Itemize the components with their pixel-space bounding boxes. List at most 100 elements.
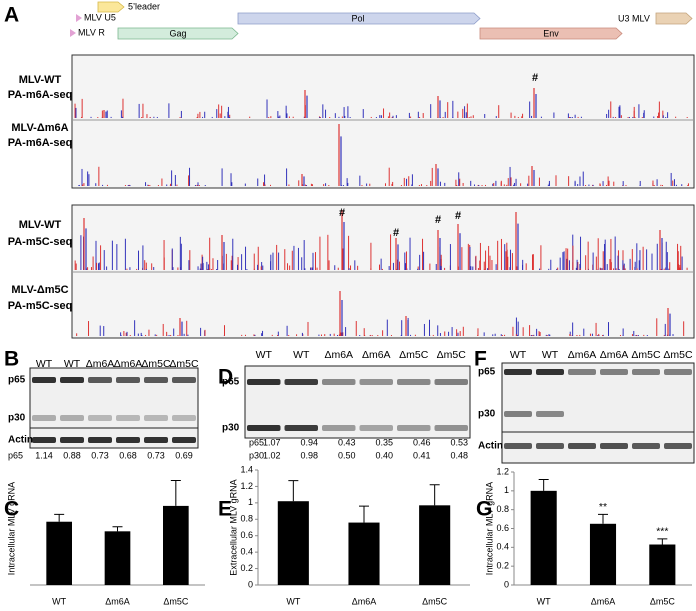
feature-label: Env xyxy=(543,28,559,38)
band xyxy=(60,377,84,383)
band xyxy=(359,425,393,431)
band xyxy=(397,425,431,431)
x-tick-label: Δm5C xyxy=(650,596,676,606)
quant-value: 0.50 xyxy=(338,450,356,460)
track-sample: MLV-Δm6A xyxy=(11,122,68,134)
x-tick-label: Δm6A xyxy=(105,596,130,606)
band xyxy=(144,437,168,443)
error-bar xyxy=(598,513,608,524)
quant-value: 0.94 xyxy=(300,437,318,447)
feature-label: MLV U5 xyxy=(84,12,116,22)
significance: ** xyxy=(599,501,607,513)
error-bar xyxy=(112,526,123,532)
y-tick-label: 1 xyxy=(504,485,509,495)
error-bar xyxy=(170,479,181,506)
quant-value: 0.40 xyxy=(375,450,393,460)
band-label: Actin xyxy=(8,435,33,446)
band-label: Actin xyxy=(478,441,503,452)
y-tick-label: 0 xyxy=(248,579,253,589)
band xyxy=(322,379,356,385)
hash-mark: # xyxy=(435,214,441,226)
band xyxy=(434,379,468,385)
feature-label: U3 MLV xyxy=(618,13,650,23)
band-label: p65 xyxy=(478,367,496,378)
band xyxy=(116,377,140,383)
band xyxy=(60,415,84,421)
genome-feature xyxy=(97,1,125,13)
band xyxy=(172,377,196,383)
x-tick-label: WT xyxy=(286,596,300,606)
x-tick-label: WT xyxy=(537,596,551,606)
y-tick-label: 0 xyxy=(504,579,509,589)
band xyxy=(359,379,393,385)
quant-value: 0.88 xyxy=(63,450,81,460)
quant-value: 0.35 xyxy=(375,437,393,447)
band xyxy=(60,437,84,443)
y-axis-label: Intracellular MLV gRNA xyxy=(484,482,494,575)
panel-label: E xyxy=(218,498,232,521)
bar xyxy=(104,531,131,585)
y-tick-label: 1.4 xyxy=(240,464,253,474)
band xyxy=(504,369,532,375)
band xyxy=(536,411,564,417)
y-tick-label: 0.6 xyxy=(496,523,509,533)
error-bar xyxy=(54,513,65,522)
band xyxy=(664,443,692,449)
band-label: p30 xyxy=(8,413,26,424)
band xyxy=(504,443,532,449)
feature-label: Pol xyxy=(351,13,364,23)
quant-label: p30 xyxy=(249,450,264,460)
bar xyxy=(277,501,309,585)
track-assay: PA-m6A-seq xyxy=(8,137,73,149)
quant-value: 0.41 xyxy=(413,450,431,460)
genome-feature xyxy=(655,12,693,25)
y-tick-label: 1.2 xyxy=(496,466,509,476)
y-axis-label: Extracellular MLV gRNA xyxy=(228,479,238,575)
genome-feature xyxy=(76,14,82,22)
band xyxy=(664,369,692,375)
panel-label: G xyxy=(476,498,492,521)
quant-value: 0.73 xyxy=(91,450,109,460)
band xyxy=(247,379,281,385)
band xyxy=(434,425,468,431)
track-assay: PA-m6A-seq xyxy=(8,89,73,101)
error-bar xyxy=(288,480,299,502)
hash-mark: # xyxy=(455,210,461,222)
lane-label: WT xyxy=(256,349,273,361)
y-tick-label: 0.6 xyxy=(240,530,253,540)
track-sample: MLV-Δm5C xyxy=(11,284,68,296)
feature-label: 5’leader xyxy=(128,1,160,11)
track-box xyxy=(71,54,695,189)
lane-label: Δm5C xyxy=(141,358,171,370)
track-assay: PA-m5C-seq xyxy=(8,300,73,312)
error-bar xyxy=(657,538,668,545)
band xyxy=(172,437,196,443)
bar xyxy=(419,505,451,585)
band xyxy=(568,443,596,449)
lane-label: WT xyxy=(542,349,559,361)
quant-value: 1.07 xyxy=(263,437,281,447)
panel-label: D xyxy=(218,366,233,389)
band-label: p30 xyxy=(222,423,240,434)
band xyxy=(322,425,356,431)
x-tick-label: Δm6A xyxy=(352,596,377,606)
y-tick-label: 1 xyxy=(248,497,253,507)
x-tick-label: Δm5C xyxy=(422,596,448,606)
quant-label: p65 xyxy=(249,437,264,447)
band-label: p30 xyxy=(478,409,496,420)
track-sample: MLV-WT xyxy=(19,74,62,86)
quant-value: 0.48 xyxy=(450,450,468,460)
band xyxy=(600,369,628,375)
quant-value: 0.43 xyxy=(338,437,356,447)
quant-label: p65 xyxy=(8,450,23,460)
quant-value: 0.98 xyxy=(300,450,318,460)
panel-label: C xyxy=(4,498,19,521)
quant-value: 1.14 xyxy=(35,450,53,460)
band xyxy=(116,415,140,421)
lane-label: WT xyxy=(293,349,310,361)
track-sample: MLV-WT xyxy=(19,219,62,231)
lane-label: Δm5C xyxy=(169,358,199,370)
genome-feature xyxy=(70,29,76,37)
bar xyxy=(348,522,380,585)
error-bar xyxy=(429,484,440,506)
